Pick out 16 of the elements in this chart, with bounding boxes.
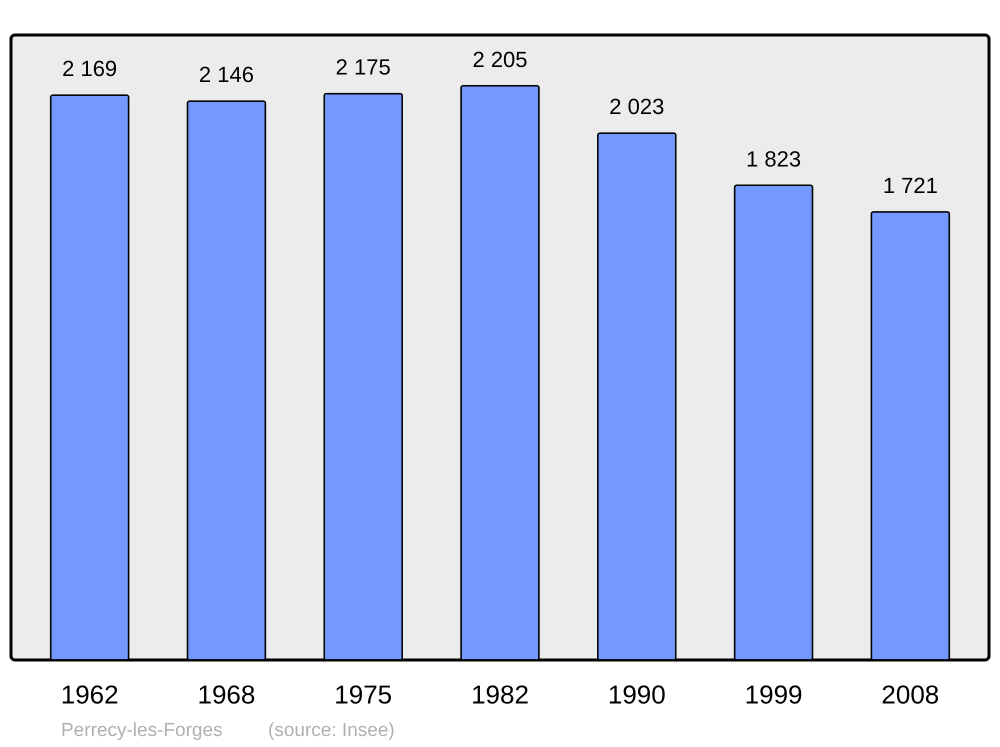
- text: Perrecy-les-Forges: [61, 720, 223, 741]
- data-label: 1 721: [882, 172, 938, 198]
- text: (source: Insee): [268, 720, 395, 741]
- x-tick-label: 1975: [334, 680, 392, 710]
- x-tick-label: 1962: [60, 680, 119, 710]
- x-tick-label: 1999: [744, 680, 802, 710]
- x-tick-label: 1982: [471, 680, 529, 710]
- data-label: 2 146: [198, 62, 254, 88]
- x-tick-label: 2008: [881, 680, 940, 710]
- x-tick-label: 1990: [608, 680, 666, 710]
- x-tick-label: 1968: [198, 680, 256, 710]
- data-label: 2 023: [609, 94, 664, 120]
- data-label: 2 169: [62, 56, 118, 82]
- data-label: 2 175: [336, 54, 391, 80]
- data-label: 1 823: [746, 146, 802, 172]
- data-label: 2 205: [472, 46, 528, 72]
